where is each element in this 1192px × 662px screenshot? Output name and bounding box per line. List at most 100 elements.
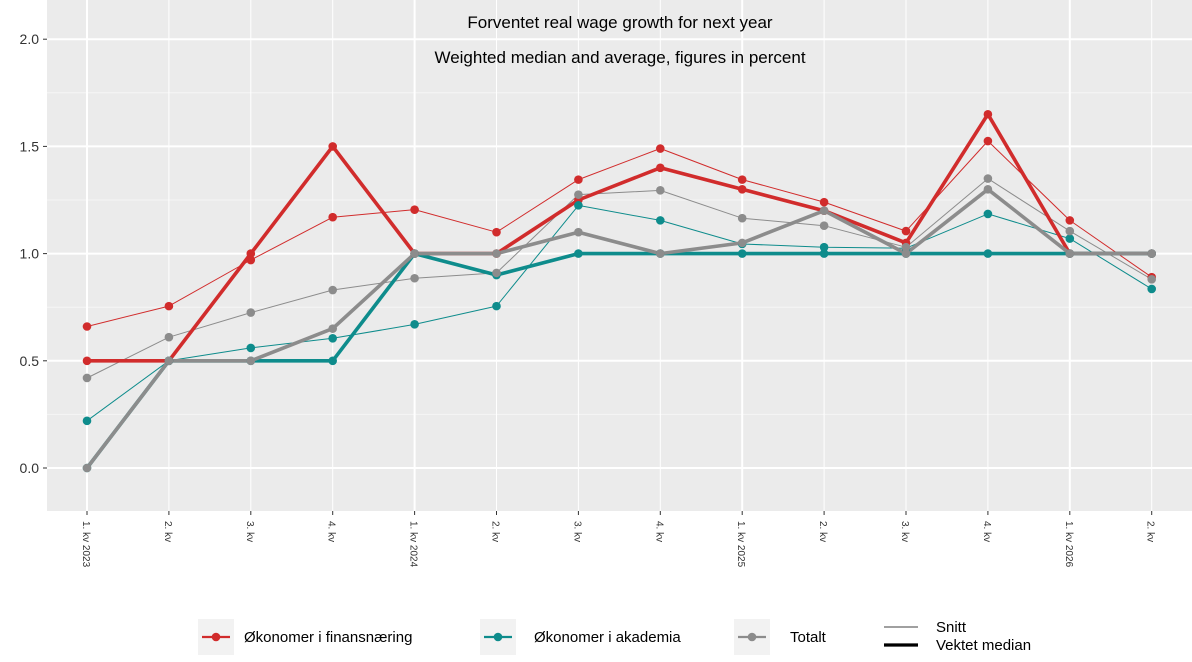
x-tick-label: 2. kv <box>162 521 173 542</box>
snitt-point-totalt <box>983 174 993 183</box>
snitt-line-akademia <box>86 204 1153 422</box>
x-tick-label: 4. kv <box>653 521 664 542</box>
snitt-point-finans <box>819 197 829 207</box>
median-point-totalt <box>1065 249 1075 258</box>
snitt-point-totalt <box>1147 275 1156 284</box>
legend: Økonomer i finansnæring Økonomer i akadem… <box>198 619 1031 655</box>
median-point-totalt <box>819 206 829 216</box>
snitt-point-akademia <box>1065 234 1075 243</box>
legend-key-point <box>747 632 757 642</box>
legend-label-snitt: Snitt <box>936 619 967 636</box>
y-tick-label: 2.0 <box>20 31 40 47</box>
snitt-point-finans <box>82 322 92 331</box>
x-tick-label: 2. kv <box>817 521 828 542</box>
median-point-totalt <box>492 249 501 258</box>
x-tick-label: 1. kv 2024 <box>408 521 419 568</box>
snitt-point-finans <box>737 175 747 184</box>
legend-label-median: Vektet median <box>936 637 1031 654</box>
snitt-point-totalt <box>1065 226 1075 236</box>
median-point-akademia <box>983 249 993 258</box>
legend-label: Økonomer i finansnæring <box>244 629 412 646</box>
snitt-point-finans <box>410 205 419 214</box>
snitt-point-totalt <box>82 373 92 383</box>
median-point-finans <box>983 109 993 119</box>
snitt-point-totalt <box>737 213 747 223</box>
chart-subtitle: Weighted median and average, figures in … <box>434 48 805 67</box>
snitt-point-finans <box>656 144 665 153</box>
snitt-point-totalt <box>410 273 419 283</box>
x-tick-label: 1. kv 2023 <box>80 521 91 568</box>
snitt-line-finans <box>86 140 1153 327</box>
snitt-point-totalt <box>901 242 911 252</box>
y-tick-label: 0.5 <box>20 353 40 369</box>
snitt-point-akademia <box>819 242 829 252</box>
x-tick-label: 4. kv <box>326 521 337 542</box>
plot-panel <box>47 0 1192 511</box>
x-tick-label: 3. kv <box>899 521 910 542</box>
snitt-line-totalt <box>86 178 1153 379</box>
snitt-point-finans <box>492 227 501 237</box>
median-point-totalt <box>574 227 583 237</box>
series-lines <box>82 109 1156 473</box>
y-tick-label: 1.0 <box>20 246 40 262</box>
snitt-point-finans <box>328 212 338 222</box>
legend-key-point <box>493 632 503 642</box>
snitt-point-akademia <box>983 209 993 219</box>
snitt-point-finans <box>901 226 911 236</box>
snitt-point-totalt <box>819 221 829 231</box>
snitt-point-akademia <box>656 216 665 225</box>
legend-label: Økonomer i akademia <box>534 629 681 646</box>
x-tick-label: 3. kv <box>244 521 255 542</box>
snitt-point-akademia <box>82 416 92 426</box>
median-point-totalt <box>82 463 92 473</box>
snitt-point-finans <box>983 136 993 146</box>
snitt-point-totalt <box>246 308 256 317</box>
median-point-totalt <box>328 324 338 333</box>
median-point-finans <box>737 184 747 194</box>
snitt-point-finans <box>164 301 174 311</box>
median-point-totalt <box>1147 249 1156 258</box>
x-tick-label: 1. kv 2025 <box>735 521 746 568</box>
median-point-akademia <box>819 249 829 258</box>
snitt-point-finans <box>246 255 256 265</box>
median-point-finans <box>82 356 92 366</box>
median-line-totalt <box>85 187 1154 470</box>
median-point-akademia <box>737 249 747 258</box>
snitt-point-finans <box>574 175 583 184</box>
snitt-point-totalt <box>656 186 665 195</box>
median-line-akademia <box>85 251 1154 470</box>
snitt-point-akademia <box>246 343 256 353</box>
x-tick-label: 4. kv <box>981 521 992 542</box>
median-point-totalt <box>246 356 256 366</box>
legend-key-point <box>211 632 221 642</box>
x-tick-label: 1. kv 2026 <box>1063 521 1074 568</box>
median-point-totalt <box>164 356 174 366</box>
y-tick-label: 1.5 <box>20 138 40 154</box>
x-tick-label: 3. kv <box>571 521 582 542</box>
median-point-totalt <box>656 249 665 258</box>
x-tick-label: 2. kv <box>490 521 501 542</box>
snitt-point-finans <box>1065 216 1075 225</box>
median-point-finans <box>246 249 256 258</box>
snitt-point-totalt <box>492 268 501 278</box>
snitt-point-totalt <box>164 332 174 342</box>
y-tick-label: 0.0 <box>20 460 40 476</box>
median-point-totalt <box>737 238 747 248</box>
median-point-akademia <box>574 249 583 258</box>
snitt-point-akademia <box>492 301 501 311</box>
x-tick-label: 2. kv <box>1145 521 1156 542</box>
median-point-totalt <box>983 184 993 194</box>
median-point-totalt <box>901 249 911 258</box>
snitt-point-akademia <box>574 201 583 210</box>
chart-title: Forventet real wage growth for next year <box>467 13 773 32</box>
median-point-finans <box>656 163 665 173</box>
median-point-akademia <box>328 356 338 366</box>
snitt-point-akademia <box>410 320 419 329</box>
snitt-point-totalt <box>574 190 583 199</box>
snitt-point-akademia <box>328 333 338 343</box>
snitt-point-akademia <box>1147 284 1156 294</box>
axes: 0.0 0.5 1.0 1.5 2.0 1. kv 2023 2. kv 3. kv 4. kv… <box>20 31 1156 567</box>
median-point-finans <box>328 142 338 151</box>
